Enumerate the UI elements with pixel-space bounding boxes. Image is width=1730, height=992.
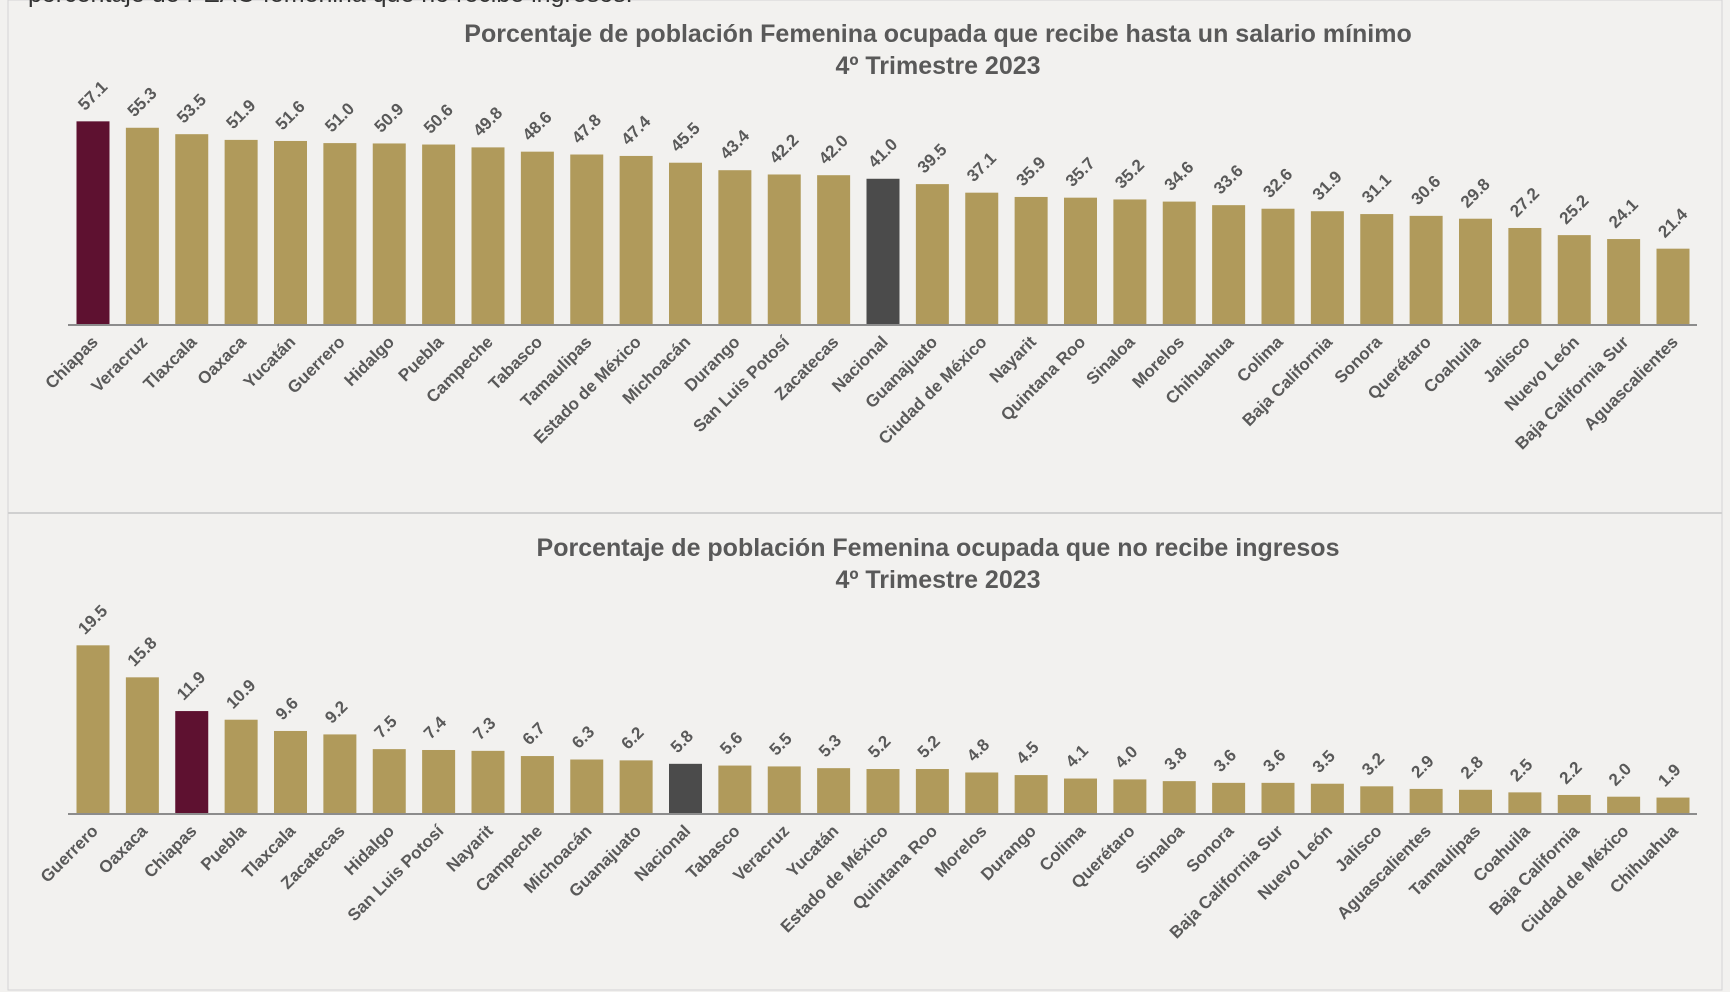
bar <box>372 143 406 325</box>
chart-title: Porcentaje de población Femenina ocupada… <box>537 534 1340 562</box>
bar <box>1162 781 1196 814</box>
bar <box>1607 239 1641 325</box>
bar <box>471 750 505 814</box>
bar <box>1360 786 1394 814</box>
bar <box>619 155 653 325</box>
bar <box>1508 792 1542 814</box>
bar <box>915 184 949 325</box>
bar <box>224 139 258 325</box>
caption: porcentaje de PEAO femenina que no recib… <box>28 0 633 8</box>
bar <box>718 765 752 814</box>
bar <box>866 769 900 814</box>
chart-title: Porcentaje de población Femenina ocupada… <box>464 20 1411 48</box>
bar <box>1459 789 1492 814</box>
bar <box>1409 215 1443 325</box>
bar <box>1656 248 1690 325</box>
bar <box>1212 782 1246 814</box>
bar <box>125 127 159 325</box>
bar <box>767 766 801 814</box>
bar <box>1162 201 1196 325</box>
bar <box>76 645 110 814</box>
bar <box>1113 779 1147 814</box>
bar <box>1064 197 1097 325</box>
bar <box>76 121 110 326</box>
bar <box>669 162 702 325</box>
chart-subtitle: 4º Trimestre 2023 <box>835 566 1040 594</box>
bar <box>372 749 406 814</box>
bar <box>915 769 949 814</box>
bar <box>1261 782 1295 814</box>
bar <box>669 763 702 814</box>
bar <box>1508 227 1542 325</box>
bar <box>1360 214 1394 325</box>
bar <box>471 147 505 325</box>
bar <box>1459 218 1492 325</box>
bar <box>1212 205 1246 325</box>
chart-subtitle: 4º Trimestre 2023 <box>835 52 1040 80</box>
bar <box>817 175 851 325</box>
bar <box>125 677 159 814</box>
bar <box>323 734 357 814</box>
bar <box>1409 788 1443 814</box>
bar <box>422 749 456 814</box>
bar <box>570 759 604 814</box>
bar <box>866 178 900 325</box>
bar <box>1261 208 1295 325</box>
bar <box>520 151 554 325</box>
bar <box>224 719 258 814</box>
bar <box>1310 783 1344 814</box>
bar <box>422 144 456 325</box>
bar <box>1607 796 1641 814</box>
bar <box>570 154 604 325</box>
bar <box>1557 235 1591 325</box>
bar <box>965 192 999 325</box>
bar <box>520 756 554 814</box>
bar <box>965 772 999 814</box>
bar <box>323 143 357 325</box>
bar <box>1557 794 1591 814</box>
bar <box>274 730 307 814</box>
bar <box>1014 196 1048 325</box>
bar <box>1310 211 1344 325</box>
bar <box>619 760 653 814</box>
bar <box>1014 775 1048 814</box>
bar <box>718 170 752 325</box>
bar <box>1656 797 1690 814</box>
bar <box>1064 778 1097 814</box>
bar <box>817 768 851 814</box>
bar <box>1113 199 1147 325</box>
bar <box>274 140 307 325</box>
bar <box>175 711 209 814</box>
bar <box>767 174 801 325</box>
bar <box>175 134 209 325</box>
